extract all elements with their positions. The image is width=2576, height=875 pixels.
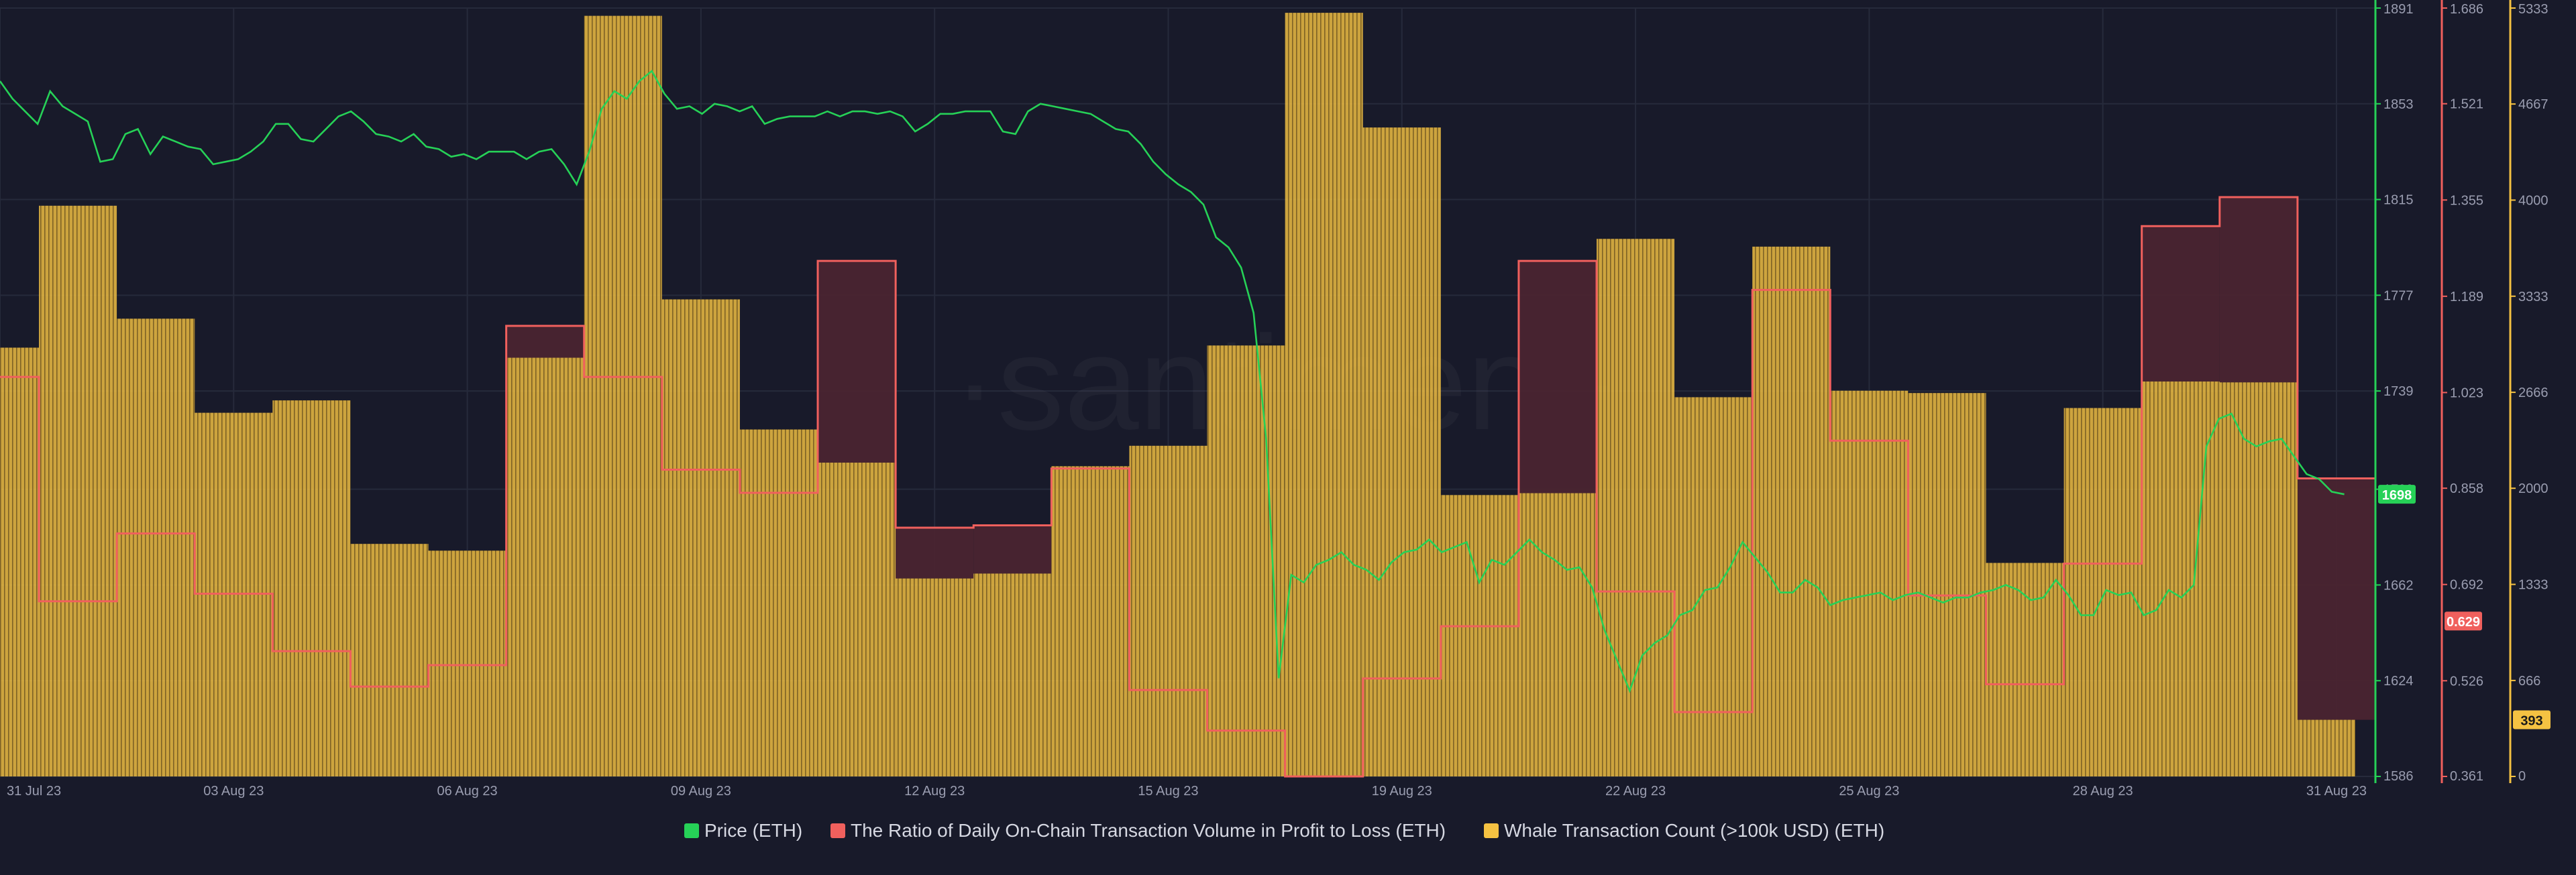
whale-bar (1518, 493, 1597, 776)
whale-bar (1362, 127, 1441, 776)
ratio-axis-tick-label: 1.686 (2450, 2, 2483, 17)
whale-bar (506, 357, 584, 776)
ratio-fill-block (896, 527, 974, 579)
ratio-axis-tick-label: 1.023 (2450, 386, 2483, 400)
x-axis-tick-label: 31 Jul 23 (7, 784, 61, 799)
whale-bar (1597, 239, 1675, 777)
whale-bar (584, 15, 662, 776)
whale-bar (1752, 246, 1831, 777)
x-axis-tick-label: 31 Aug 23 (2306, 784, 2367, 799)
ratio-fill-block (2219, 196, 2298, 383)
whale-bar (1440, 495, 1519, 776)
ratio-series (0, 196, 2377, 778)
ratio-line (0, 196, 2377, 778)
ratio-axis-tick-label: 1.521 (2450, 97, 2483, 112)
whale-current-badge (2513, 710, 2551, 730)
ratio-fill-block (506, 325, 584, 358)
ratio-fill-layer (506, 196, 2375, 720)
ratio-axis-tick-label: 1.189 (2450, 290, 2483, 304)
legend: Price (ETH) The Ratio of Daily On-Chain T… (684, 820, 1884, 841)
whale-bar (661, 299, 740, 776)
x-axis-tick-label: 22 Aug 23 (1605, 784, 1666, 799)
axes-layer: 1891185318151777173917001662162415861698… (2374, 0, 2551, 784)
price-line (0, 69, 2345, 693)
legend-label: Whale Transaction Count (>100k USD) (ETH… (1504, 820, 1884, 841)
price-axis-tick-label: 1815 (2383, 193, 2414, 208)
legend-label: Price (ETH) (704, 820, 802, 841)
whale-current-value: 393 (2520, 714, 2542, 729)
whale-axis-tick-label: 4000 (2518, 193, 2548, 208)
legend-swatch (1484, 823, 1499, 838)
whale-bar (1051, 466, 1130, 776)
whale-bar (896, 578, 974, 776)
whale-axis-tick-label: 5333 (2518, 2, 2548, 17)
ratio-fill-block (1518, 261, 1597, 493)
price-axis-tick-label: 1662 (2383, 578, 2414, 593)
whale-axis-tick-label: 2000 (2518, 481, 2548, 496)
x-axis-tick-label: 06 Aug 23 (437, 784, 498, 799)
whale-axis-tick-label: 0 (2518, 769, 2526, 784)
ratio-axis-tick-label: 0.858 (2450, 481, 2483, 496)
whale-bar (2219, 382, 2298, 776)
whale-bar (973, 573, 1052, 776)
ratio-fill-block (973, 525, 1052, 574)
ratio-fill-block (818, 261, 896, 463)
ratio-current-badge (2445, 611, 2482, 631)
whale-bar (428, 550, 506, 776)
x-axis-tick-label: 12 Aug 23 (904, 784, 965, 799)
ratio-axis-tick-label: 1.355 (2450, 193, 2483, 208)
whale-axis-tick-label: 666 (2518, 674, 2540, 689)
whale-axis-tick-label: 2666 (2518, 386, 2548, 400)
whale-axis-tick-label: 1333 (2518, 578, 2548, 593)
ratio-axis-tick-label: 0.361 (2450, 769, 2483, 784)
x-axis-tick-label: 03 Aug 23 (203, 784, 264, 799)
whale-bar (1129, 445, 1208, 776)
ratio-fill-block (2141, 226, 2220, 382)
x-axis-tick-label: 25 Aug 23 (1839, 784, 1899, 799)
x-axis: 31 Jul 23 03 Aug 23 06 Aug 23 09 Aug 23 12 A… (7, 784, 2367, 799)
ratio-axis-tick-label: 0.692 (2450, 578, 2483, 593)
price-series (0, 69, 2345, 693)
x-axis-tick-label: 09 Aug 23 (671, 784, 731, 799)
whale-bar (818, 462, 896, 776)
price-axis-tick-label: 1739 (2383, 384, 2414, 399)
whale-bar (1674, 397, 1753, 776)
whale-bar (39, 205, 117, 777)
price-axis-tick-label: 1624 (2383, 674, 2414, 689)
x-axis-tick-label: 28 Aug 23 (2073, 784, 2133, 799)
whale-bar (1986, 563, 2064, 776)
whale-bar (0, 347, 40, 776)
whale-axis-tick-label: 3333 (2518, 290, 2548, 304)
whale-bar (272, 400, 351, 776)
x-axis-tick-label: 19 Aug 23 (1372, 784, 1432, 799)
whale-bar (350, 544, 429, 776)
whale-bar (1830, 390, 1909, 776)
price-axis-tick-label: 1586 (2383, 769, 2414, 784)
ratio-current-value: 0.629 (2447, 615, 2480, 630)
x-axis-tick-label: 15 Aug 23 (1138, 784, 1198, 799)
price-axis-tick-label: 1853 (2383, 97, 2414, 112)
whale-bar (2141, 381, 2220, 776)
whale-bars (0, 13, 2355, 777)
whale-bar (739, 429, 818, 776)
legend-swatch (830, 823, 845, 838)
ratio-axis-tick-label: 0.526 (2450, 674, 2483, 689)
price-current-value: 1698 (2382, 488, 2412, 503)
whale-bar (1285, 13, 1363, 777)
whale-bar (2297, 719, 2355, 776)
legend-label: The Ratio of Daily On-Chain Transaction … (851, 820, 1446, 841)
whale-bar (117, 318, 195, 777)
price-axis-tick-label: 1891 (2383, 2, 2414, 17)
price-axis-tick-label: 1777 (2383, 288, 2414, 303)
price-current-badge (2378, 485, 2416, 504)
whale-bar (1908, 393, 1986, 776)
ratio-fill-block (2297, 478, 2375, 720)
legend-swatch (684, 823, 699, 838)
whale-axis-tick-label: 4667 (2518, 97, 2548, 112)
